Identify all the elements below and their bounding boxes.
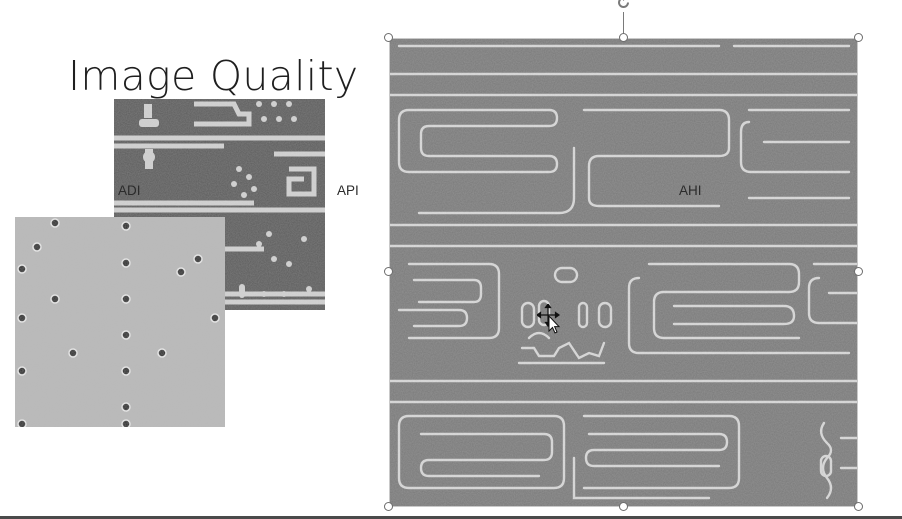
- resize-handle-top-left[interactable]: [384, 33, 393, 42]
- move-cursor-icon: [535, 302, 563, 339]
- api-label[interactable]: API: [337, 183, 359, 198]
- resize-handle-right[interactable]: [854, 267, 863, 276]
- ahi-image[interactable]: [389, 38, 858, 507]
- resize-handle-bottom-right[interactable]: [854, 502, 863, 511]
- resize-handle-top[interactable]: [619, 33, 628, 42]
- adi-image[interactable]: [15, 217, 225, 427]
- resize-handle-bottom-left[interactable]: [384, 502, 393, 511]
- resize-handle-left[interactable]: [384, 267, 393, 276]
- rotate-connector: [623, 12, 624, 38]
- slide-title[interactable]: Image Quality: [68, 52, 359, 100]
- resize-handle-top-right[interactable]: [854, 33, 863, 42]
- ahi-label[interactable]: AHI: [679, 183, 702, 198]
- resize-handle-bottom[interactable]: [619, 502, 628, 511]
- rotate-handle-icon[interactable]: [615, 0, 632, 11]
- adi-label[interactable]: ADI: [118, 183, 141, 198]
- window-bottom-edge: [0, 516, 902, 519]
